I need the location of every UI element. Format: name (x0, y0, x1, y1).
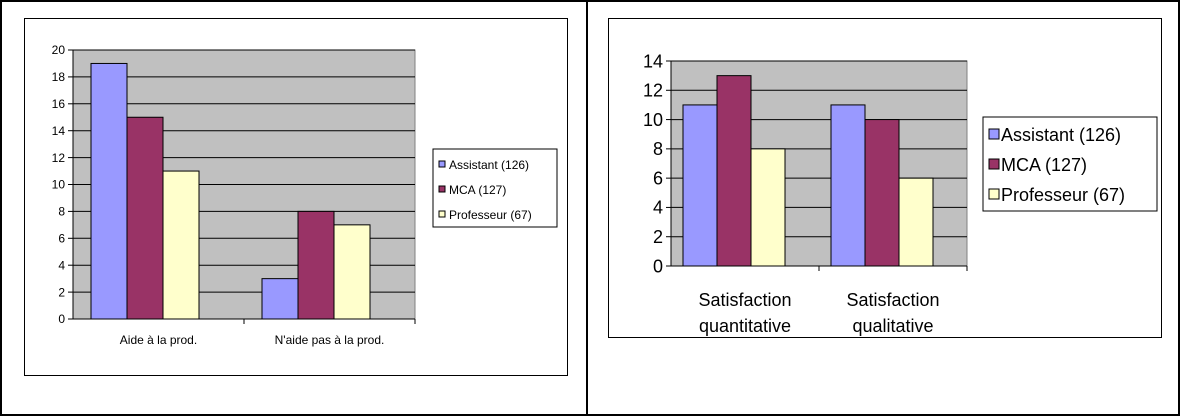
legend-label: Assistant (126) (449, 158, 529, 172)
legend-swatch (438, 160, 446, 168)
chart-frame-production: 0 2 4 6 8 10 12 14 16 18 20 Aide à la prod. N'aide p… (24, 18, 568, 376)
y-tick-label: 20 (52, 43, 66, 57)
bar (162, 170, 200, 320)
y-tick-label: 6 (653, 168, 663, 188)
legend-swatch (988, 128, 1000, 140)
bar (126, 116, 164, 320)
bar (864, 119, 900, 267)
y-tick-label: 4 (58, 258, 65, 272)
y-tick-label: 4 (653, 198, 663, 218)
x-category-label: Satisfaction qualitative (846, 290, 939, 336)
legend-swatch (438, 210, 446, 218)
bar (333, 224, 371, 320)
y-tick-label: 12 (643, 81, 663, 101)
legend-box (982, 116, 1158, 212)
y-tick-label: 0 (58, 312, 65, 326)
bar (682, 104, 718, 267)
legend-label: Professeur (67) (449, 208, 532, 222)
chart-frame-satisfaction: 0 2 4 6 8 10 12 14 Satisfaction quantitative Satis… (608, 18, 1162, 338)
legend-swatch (988, 158, 1000, 170)
bar (830, 104, 866, 267)
legend-swatch (438, 185, 446, 193)
legend-box (432, 148, 558, 228)
y-tick-label: 16 (52, 97, 66, 111)
y-tick-label: 10 (52, 178, 66, 192)
y-tick-label: 0 (653, 256, 663, 276)
bar (898, 177, 934, 267)
y-tick-label: 14 (52, 124, 66, 138)
y-tick-label: 8 (58, 205, 65, 219)
chart-satisfaction: 0 2 4 6 8 10 12 14 Satisfaction quantitative Satis… (643, 51, 1158, 336)
right-table-cell: 0 2 4 6 8 10 12 14 Satisfaction quantitative Satis… (586, 0, 1180, 416)
x-category-label: Aide à la prod. (120, 333, 197, 347)
bar (261, 278, 299, 320)
x-category-label: Satisfaction quantitative (698, 290, 791, 336)
y-tick-label: 14 (643, 51, 663, 71)
bar (750, 148, 786, 267)
bar (716, 75, 752, 267)
left-table-cell: 0 2 4 6 8 10 12 14 16 18 20 Aide à la prod. N'aide p… (0, 0, 588, 416)
y-tick-label: 2 (653, 227, 663, 247)
y-tick-label: 10 (643, 110, 663, 130)
y-tick-label: 12 (52, 151, 66, 165)
legend-label: MCA (127) (449, 183, 506, 197)
y-tick-label: 8 (653, 139, 663, 159)
legend-label: Professeur (67) (1001, 185, 1125, 205)
legend-swatch (988, 188, 1000, 200)
y-tick-label: 6 (58, 232, 65, 246)
y-tick-label: 2 (58, 285, 65, 299)
legend-label: Assistant (126) (1001, 125, 1121, 145)
legend-label: MCA (127) (1001, 155, 1087, 175)
bar (297, 210, 335, 320)
bar (90, 62, 128, 320)
y-tick-label: 18 (52, 70, 66, 84)
chart-production: 0 2 4 6 8 10 12 14 16 18 20 Aide à la prod. N'aide p… (52, 43, 558, 347)
x-category-label: N'aide pas à la prod. (275, 333, 385, 347)
